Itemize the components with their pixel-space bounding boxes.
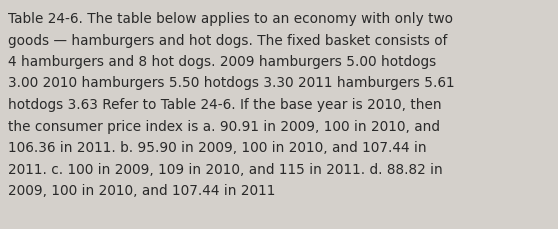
Text: goods — hamburgers and hot dogs. The fixed basket consists of: goods — hamburgers and hot dogs. The fix… bbox=[8, 33, 448, 47]
Text: hotdogs 3.63 Refer to Table 24-6. If the base year is 2010, then: hotdogs 3.63 Refer to Table 24-6. If the… bbox=[8, 98, 441, 112]
Text: 2011. c. 100 in 2009, 109 in 2010, and 115 in 2011. d. 88.82 in: 2011. c. 100 in 2009, 109 in 2010, and 1… bbox=[8, 162, 442, 176]
Text: 106.36 in 2011. b. 95.90 in 2009, 100 in 2010, and 107.44 in: 106.36 in 2011. b. 95.90 in 2009, 100 in… bbox=[8, 140, 427, 154]
Text: 2009, 100 in 2010, and 107.44 in 2011: 2009, 100 in 2010, and 107.44 in 2011 bbox=[8, 183, 276, 197]
Text: Table 24-6. The table below applies to an economy with only two: Table 24-6. The table below applies to a… bbox=[8, 12, 453, 26]
Text: 4 hamburgers and 8 hot dogs. 2009 hamburgers 5.00 hotdogs: 4 hamburgers and 8 hot dogs. 2009 hambur… bbox=[8, 55, 436, 69]
Text: 3.00 2010 hamburgers 5.50 hotdogs 3.30 2011 hamburgers 5.61: 3.00 2010 hamburgers 5.50 hotdogs 3.30 2… bbox=[8, 76, 455, 90]
Text: the consumer price index is a. 90.91 in 2009, 100 in 2010, and: the consumer price index is a. 90.91 in … bbox=[8, 119, 440, 133]
